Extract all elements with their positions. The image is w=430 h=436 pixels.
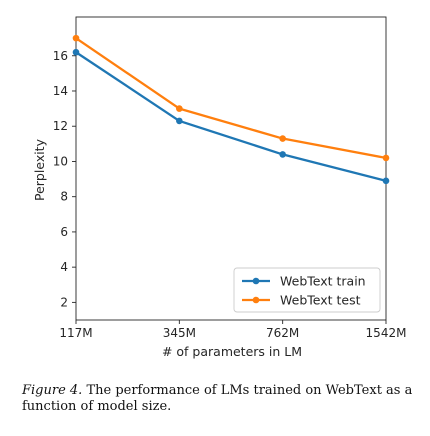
y-tick-label: 4 [60, 260, 68, 274]
plot-frame [75, 16, 387, 321]
legend-marker [252, 277, 260, 285]
series-2 [72, 34, 390, 162]
y-tick-label: 2 [60, 295, 68, 309]
legend: WebText train WebText test [233, 267, 381, 313]
legend-marker [252, 296, 260, 304]
y-axis-ticks: 2 4 6 8 10 12 14 16 [53, 49, 76, 309]
data-point [382, 177, 390, 185]
series-line [75, 37, 387, 160]
data-point [176, 105, 183, 112]
y-tick-label: 14 [53, 84, 68, 98]
series-layer [72, 34, 390, 185]
data-point [176, 117, 183, 125]
x-tick-label: 117M [59, 326, 92, 340]
data-point [279, 151, 286, 158]
series-1 [72, 48, 390, 185]
x-axis-label: # of parameters in LM [162, 344, 302, 359]
data-point [382, 154, 390, 162]
x-tick-label: 1542M [366, 326, 407, 340]
x-axis-ticks: 117M 345M 762M 1542M [59, 320, 406, 340]
y-tick-label: 12 [53, 119, 68, 133]
legend-label: WebText train [280, 274, 366, 289]
data-point [279, 135, 286, 142]
y-tick-label: 8 [60, 190, 68, 204]
caption-label: Figure 4. [22, 383, 83, 398]
y-tick-label: 6 [60, 225, 68, 239]
data-point [72, 48, 80, 56]
caption-text: The performance of LMs trained on WebTex… [22, 383, 413, 414]
legend-label: WebText test [280, 293, 361, 308]
y-axis-label: Perplexity [32, 138, 47, 201]
chart: 2 4 6 8 10 12 14 16 117M 345M 762M 1542M Perplexit… [32, 16, 406, 359]
series-line [75, 51, 387, 182]
figure-caption: Figure 4. The performance of LMs trained… [22, 383, 418, 415]
data-point [72, 34, 80, 42]
x-tick-label: 762M [266, 326, 299, 340]
plot-area [75, 16, 387, 321]
y-tick-label: 16 [53, 49, 68, 63]
x-tick-label: 345M [163, 326, 196, 340]
y-tick-label: 10 [53, 154, 68, 168]
legend-box [233, 267, 381, 313]
